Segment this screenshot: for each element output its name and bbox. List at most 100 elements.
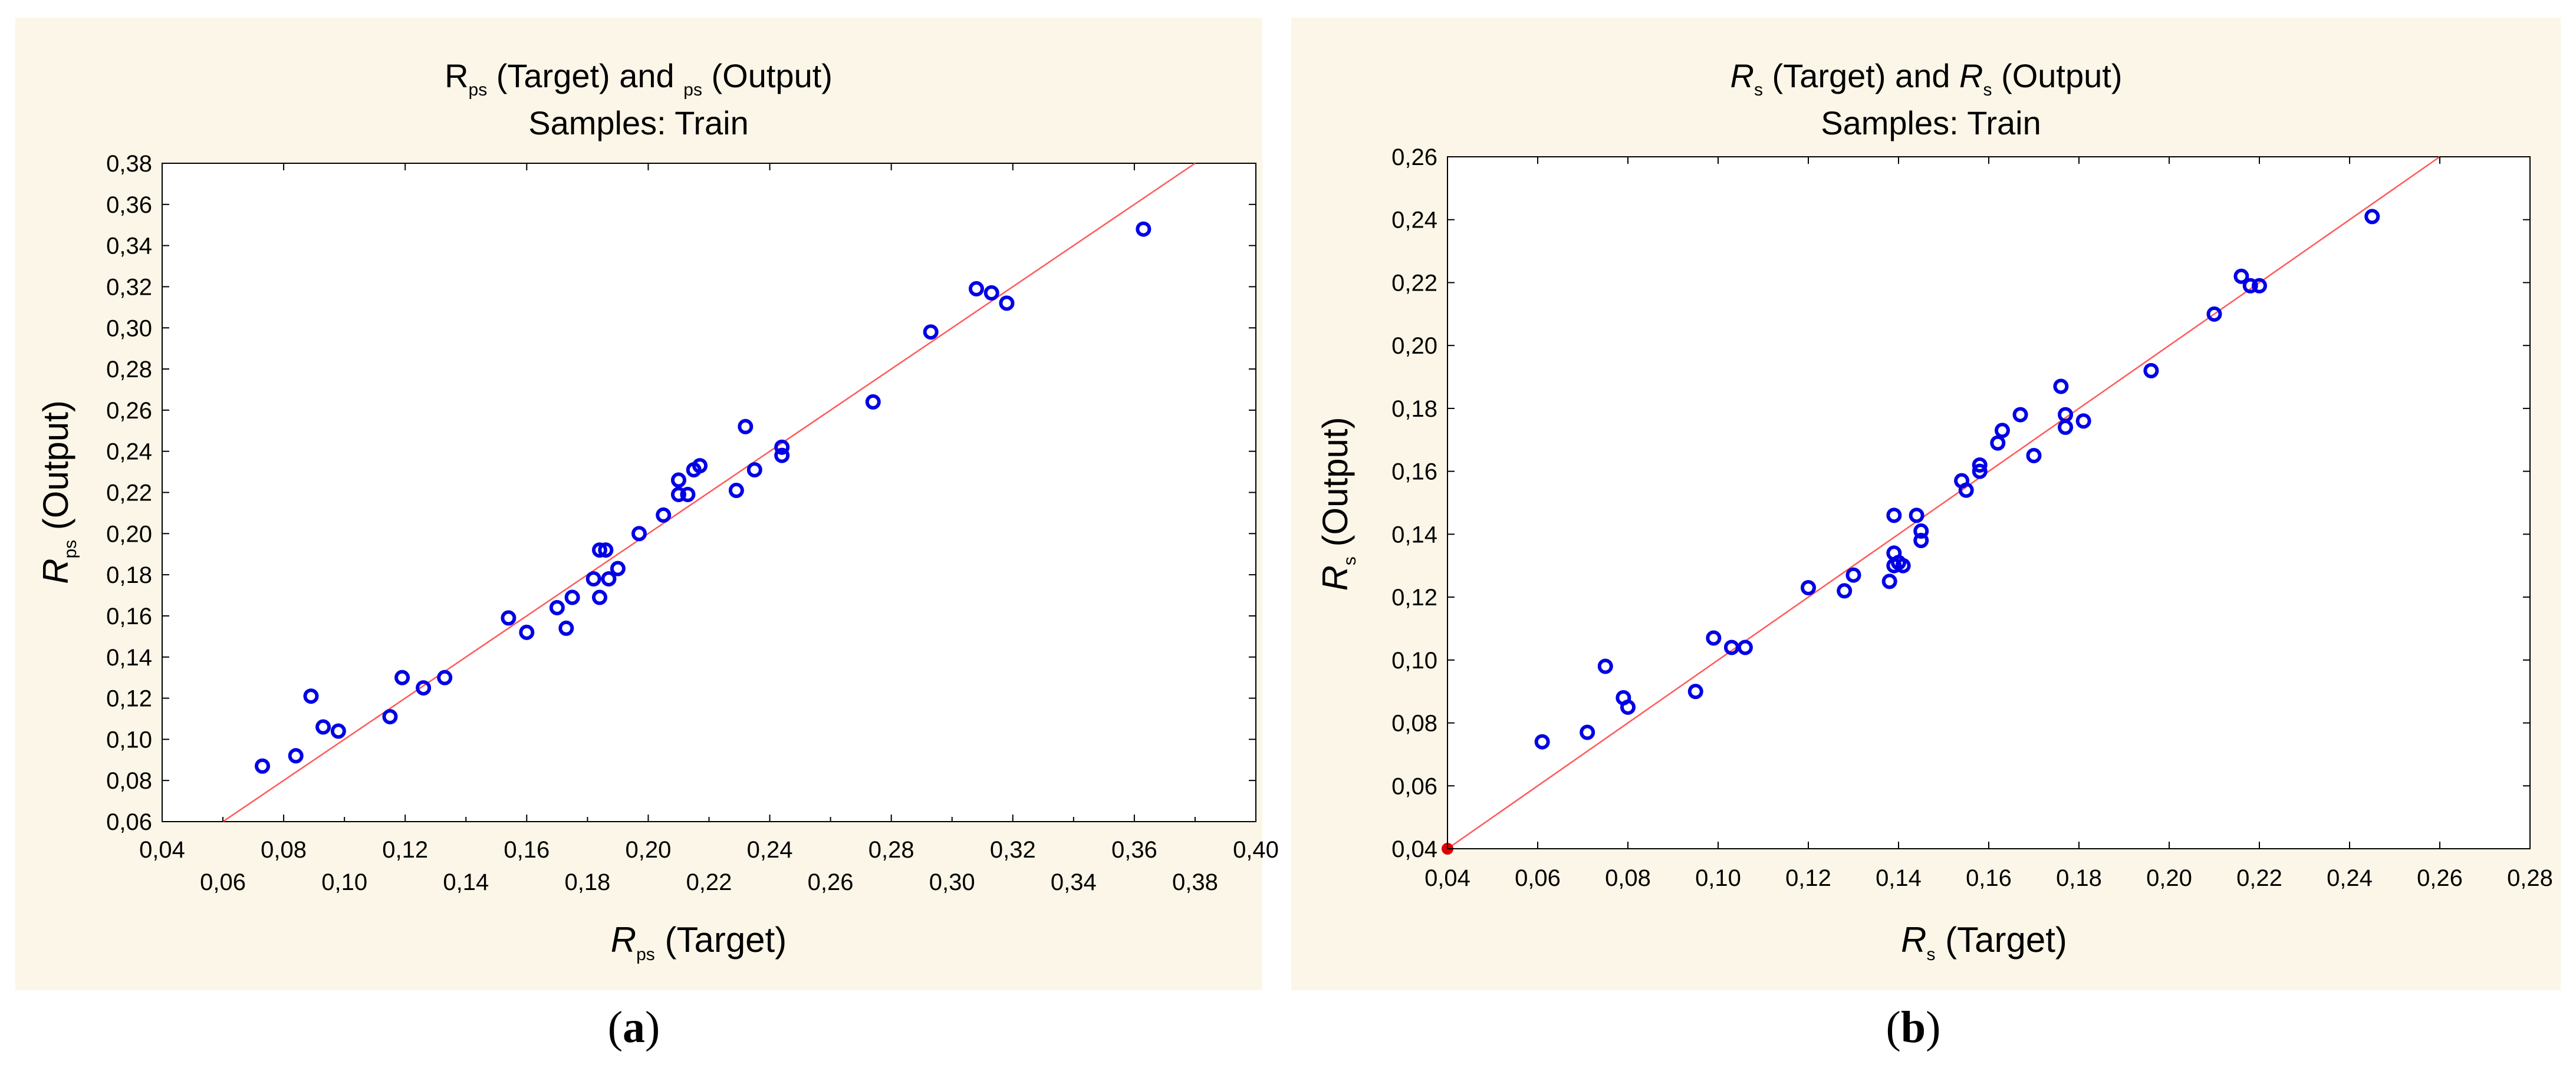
panel-a-title: Rps (Target) and ps (Output)	[445, 57, 833, 100]
panel-b-x-tick-label: 0,08	[1605, 865, 1651, 891]
panel-a-caption: (a)	[608, 1003, 660, 1052]
panel-b-data-point	[1881, 573, 1897, 589]
panel-a-data-point	[680, 486, 696, 502]
panel-b-data-point	[1990, 435, 2006, 451]
panel-b-data-point	[1706, 630, 1722, 646]
panel-a-y-tick-label: 0,20	[106, 521, 152, 547]
panel-b-data-point	[1534, 734, 1550, 750]
panel-a-y-tick-label: 0,32	[106, 274, 152, 300]
panel-a-y-tick-label: 0,10	[106, 727, 152, 753]
panel-b-y-tick-label: 0,08	[1391, 711, 1437, 737]
panel-b-y-tick-label: 0,04	[1391, 836, 1437, 862]
panel-a-x-tick-label-lower: 0,22	[686, 869, 732, 895]
panel-a-data-point	[983, 285, 999, 301]
panel-b-x-tick-label: 0,10	[1695, 865, 1741, 891]
panel-b-data-point	[2364, 209, 2380, 225]
panel-b: Rs (Target) and Rs (Output) Samples: Tra…	[1291, 18, 2561, 1052]
panel-a-data-point	[774, 447, 790, 463]
panel-b-data-point	[1972, 457, 1988, 473]
panel-b-data-point	[1597, 658, 1613, 674]
panel-b-y-axis: 0,04 0,06 0,08 0,10 0,12 0,14 0,16 0,18 0,20 0,22…	[1391, 144, 2530, 862]
panel-a-y-tick-label: 0,06	[106, 809, 152, 835]
panel-a-data-point	[416, 680, 432, 696]
panel-b-data-point	[1972, 463, 1988, 479]
panel-a-x-tick-label: 0,20	[626, 837, 672, 863]
panel-a-x-tick-label: 0,32	[990, 837, 1036, 863]
panel-a-x-tick-label: 0,40	[1233, 837, 1279, 863]
panel-a-data-point	[610, 561, 626, 576]
panel-a-data-point	[656, 507, 672, 523]
panel-a-y-tick-label: 0,08	[106, 768, 152, 794]
panel-a-data-point	[738, 418, 754, 434]
panel-b-data-point	[2053, 378, 2069, 394]
panel-b-x-tick-label: 0,14	[1876, 865, 1922, 891]
panel-a-data-point	[558, 620, 574, 636]
panel-a-data-point	[923, 324, 939, 340]
panel-a-x-axis-label: Rps (Target)	[611, 920, 787, 964]
panel-b-data-point	[2058, 419, 2074, 435]
panel-a-data-point	[288, 748, 304, 764]
panel-a-data-point	[692, 458, 708, 474]
panel-b-data-point	[2252, 278, 2267, 294]
panel-b-subtitle: Samples: Train	[1821, 104, 2041, 141]
panel-b-y-tick-label: 0,26	[1391, 144, 1437, 170]
panel-a-x-tick-label: 0,12	[382, 837, 428, 863]
panel-a-x-tick-label: 0,36	[1111, 837, 1157, 863]
panel-b-y-tick-label: 0,14	[1391, 522, 1437, 548]
panel-b-x-axis: 0,04 0,06 0,08 0,10 0,12 0,14 0,16 0,18 0,20 0,22…	[1424, 157, 2553, 891]
panel-b-data-point	[1994, 423, 2010, 439]
panel-b-x-axis-label: Rs (Target)	[1901, 920, 2067, 964]
panel-b-data-point	[2012, 407, 2028, 423]
panel-b-y-tick-label: 0,22	[1391, 270, 1437, 296]
panel-a-y-tick-label: 0,24	[106, 439, 152, 465]
panel-b-x-tick-label: 0,28	[2507, 865, 2553, 891]
panel-a-x-tick-label: 0,04	[139, 837, 185, 863]
panel-a-data-point	[255, 758, 271, 774]
panel-b-x-tick-label: 0,12	[1785, 865, 1831, 891]
panel-a-y-tick-label: 0,26	[106, 398, 152, 424]
panel-b-data-point	[2026, 447, 2042, 463]
panel-a-y-tick-label: 0,16	[106, 604, 152, 629]
panel-a-data-point	[1136, 221, 1152, 237]
panel-a-data-point	[865, 394, 881, 410]
panel-a-x-tick-label: 0,28	[868, 837, 914, 863]
panel-a-data-point	[330, 723, 346, 739]
panel-a-y-tick-label: 0,30	[106, 315, 152, 341]
panel-b-data-point	[1845, 567, 1861, 583]
panel-b-x-tick-label: 0,04	[1424, 865, 1470, 891]
panel-a-data-point	[382, 708, 398, 724]
panel-b-data-point	[1909, 507, 1924, 523]
panel-b-y-tick-label: 0,16	[1391, 459, 1437, 485]
panel-a-x-tick-label: 0,16	[504, 837, 550, 863]
panel-b-data-point	[1837, 583, 1853, 599]
panel-b-y-tick-label: 0,24	[1391, 207, 1437, 233]
panel-a-y-tick-label: 0,18	[106, 562, 152, 588]
panel-a-data-point	[968, 281, 984, 296]
panel-b-data-point	[1913, 533, 1929, 549]
panel-a-y-tick-label: 0,38	[106, 151, 152, 177]
panel-a-x-tick-label-lower: 0,06	[200, 869, 246, 895]
panel-a-y-tick-label: 0,12	[106, 686, 152, 712]
panel-a-data-point	[549, 599, 565, 615]
panel-a-y-tick-label: 0,14	[106, 645, 152, 671]
panel-b-data-point	[2242, 278, 2258, 294]
panel-b-x-tick-label: 0,18	[2056, 865, 2102, 891]
panel-b-x-tick-label: 0,22	[2236, 865, 2282, 891]
panel-a-data-point	[631, 526, 647, 542]
panel-a-data-point	[585, 571, 601, 587]
panel-a-y-tick-label: 0,36	[106, 192, 152, 218]
panel-b-data-point	[1801, 580, 1816, 596]
panel-a-y-axis: 0,06 0,08 0,10 0,12 0,14 0,16 0,18 0,20 0,22 0,24…	[106, 151, 1256, 835]
panel-a-data-point	[315, 719, 331, 735]
panel-b-data-point	[1958, 482, 1974, 498]
panel-a-y-tick-label: 0,22	[106, 480, 152, 506]
panel-a-data-point	[303, 688, 319, 704]
panel-b-y-tick-label: 0,06	[1391, 773, 1437, 799]
panel-b-y-tick-label: 0,18	[1391, 396, 1437, 422]
panel-a-data-point	[670, 486, 686, 502]
panel-a-data-point	[564, 589, 580, 605]
panel-a-y-tick-label: 0,34	[106, 233, 152, 259]
panel-a-y-axis-label: Rps (Output)	[36, 400, 80, 584]
panel-b-data-point	[1580, 724, 1595, 740]
